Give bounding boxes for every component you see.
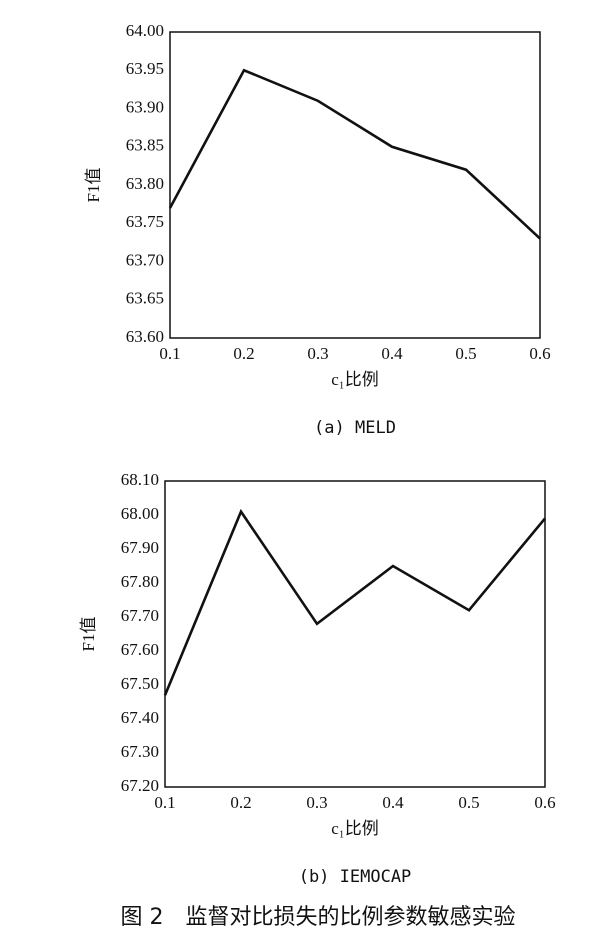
data-line — [168, 68, 541, 240]
x-tick-label: 0.3 — [306, 793, 327, 812]
x-tick-label: 0.5 — [458, 793, 479, 812]
figure-caption: 图 2 监督对比损失的比例参数敏感实验 — [121, 905, 516, 930]
x-tick-label: 0.4 — [382, 793, 404, 812]
x-tick-label: 0.4 — [381, 344, 403, 363]
x-tick-label: 0.3 — [307, 344, 328, 363]
y-tick-label: 67.50 — [121, 674, 159, 693]
y-tick-label: 63.95 — [126, 59, 164, 78]
y-tick-label: 63.75 — [126, 212, 164, 231]
y-tick-label: 67.90 — [121, 538, 159, 557]
x-axis-label: c₁比例 — [331, 370, 378, 389]
y-tick-label: 67.60 — [121, 640, 159, 659]
y-tick-label: 67.40 — [121, 708, 159, 727]
y-axis-label: F1值 — [79, 617, 98, 652]
x-tick-label: 0.2 — [230, 793, 251, 812]
y-tick-label: 67.30 — [121, 742, 159, 761]
x-axis-label: c₁比例 — [331, 819, 378, 838]
x-tick-label: 0.2 — [233, 344, 254, 363]
x-tick-label: 0.1 — [154, 793, 175, 812]
chart-caption: (a) MELD — [314, 418, 396, 438]
y-tick-label: 63.60 — [126, 327, 164, 346]
data-line — [163, 508, 547, 696]
y-tick-label: 67.20 — [121, 776, 159, 795]
y-axis-label: F1值 — [84, 168, 103, 203]
y-tick-label: 68.00 — [121, 504, 159, 523]
y-tick-label: 63.90 — [126, 97, 164, 116]
x-tick-label: 0.5 — [455, 344, 476, 363]
x-tick-label: 0.6 — [529, 344, 550, 363]
y-tick-label: 63.80 — [126, 174, 164, 193]
chart-caption: (b) IEMOCAP — [299, 867, 412, 887]
x-tick-label: 0.6 — [534, 793, 555, 812]
y-tick-label: 63.65 — [126, 289, 164, 308]
y-tick-label: 67.80 — [121, 572, 159, 591]
x-tick-label: 0.1 — [159, 344, 180, 363]
y-tick-label: 68.10 — [121, 470, 159, 489]
plot-frame — [169, 31, 541, 339]
y-tick-label: 64.00 — [126, 21, 164, 40]
y-tick-label: 63.70 — [126, 250, 164, 269]
y-tick-label: 63.85 — [126, 136, 164, 155]
plot-frame — [164, 480, 546, 788]
y-tick-label: 67.70 — [121, 606, 159, 625]
